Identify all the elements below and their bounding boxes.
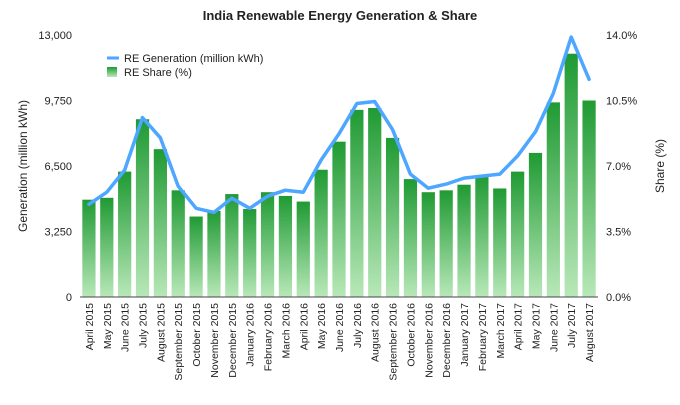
y-axis-label: Generation (million kWh) xyxy=(16,100,30,232)
x-tick-label: May 2016 xyxy=(316,303,328,349)
x-tick-label: December 2016 xyxy=(441,303,453,378)
x-tick-label: March 2017 xyxy=(495,303,507,359)
y2-tick-label: 14.0% xyxy=(606,30,637,42)
share-bar xyxy=(243,209,257,297)
x-tick-label: May 2017 xyxy=(531,303,543,349)
plot-area: 0 3,250 6,500 9,750 13,000 0.0% 3.5% 7.0% 10.5% 1… xyxy=(38,30,637,381)
legend-bar-swatch xyxy=(107,67,117,77)
share-bar xyxy=(439,190,453,297)
y-tick-label: 13,000 xyxy=(38,30,72,42)
share-bar xyxy=(385,137,400,297)
share-bar xyxy=(421,192,435,297)
x-tick-label: August 2015 xyxy=(155,303,167,362)
x-tick-label: April 2015 xyxy=(84,303,96,350)
y-tick-label: 6,500 xyxy=(44,161,72,173)
share-bar xyxy=(118,171,132,297)
x-tick-label: November 2015 xyxy=(209,303,221,378)
x-tick-label: January 2017 xyxy=(459,303,471,367)
x-tick-label: September 2016 xyxy=(388,303,400,381)
share-bar xyxy=(225,194,239,297)
y-tick-label: 9,750 xyxy=(44,96,72,108)
share-bar xyxy=(189,216,203,297)
share-bar xyxy=(546,102,560,297)
x-tick-label: July 2017 xyxy=(566,303,578,348)
x-tick-label: June 2017 xyxy=(548,303,560,352)
x-tick-label: August 2017 xyxy=(584,303,596,362)
x-tick-label: February 2017 xyxy=(477,303,489,371)
share-bar xyxy=(457,184,471,297)
share-bar xyxy=(260,192,275,297)
share-bar xyxy=(296,201,310,297)
share-bar xyxy=(82,199,96,297)
x-tick-label: July 2016 xyxy=(352,303,364,348)
share-bar xyxy=(582,100,596,297)
x-tick-label: October 2015 xyxy=(191,303,203,367)
y2-tick-label: 3.5% xyxy=(606,227,631,239)
share-bar xyxy=(475,175,489,297)
x-tick-label: November 2016 xyxy=(423,303,435,378)
y2-tick-label: 7.0% xyxy=(606,161,631,173)
x-tick-label: June 2015 xyxy=(120,303,132,352)
y-tick-label: 0 xyxy=(66,292,72,304)
legend: RE Generation (million kWh) RE Share (%) xyxy=(107,53,263,79)
x-tick-label: August 2016 xyxy=(370,303,382,362)
share-bar xyxy=(528,152,543,297)
x-tick-label: March 2016 xyxy=(280,303,292,359)
share-bar xyxy=(135,119,150,297)
generation-line xyxy=(87,35,591,215)
share-bar xyxy=(100,197,114,297)
x-tick-label: October 2016 xyxy=(405,303,417,367)
share-bar xyxy=(278,195,293,297)
x-tick-label: December 2015 xyxy=(227,303,239,378)
share-bar xyxy=(207,210,221,297)
share-bar xyxy=(314,169,328,297)
share-bar xyxy=(493,188,507,297)
y2-axis-label: Share (%) xyxy=(653,139,667,193)
x-tick-label: July 2015 xyxy=(138,303,150,348)
x-tick-label: June 2016 xyxy=(334,303,346,352)
share-bar xyxy=(350,109,364,297)
x-tick-label: April 2016 xyxy=(298,303,310,350)
share-bar xyxy=(153,149,167,297)
x-tick-label: May 2015 xyxy=(102,303,114,349)
x-tick-label: February 2016 xyxy=(263,303,275,371)
x-tick-label: April 2017 xyxy=(513,303,525,350)
y2-tick-label: 0.0% xyxy=(606,292,631,304)
x-tick-label: January 2016 xyxy=(245,303,257,367)
share-bar xyxy=(403,179,418,297)
legend-label-generation: RE Generation (million kWh) xyxy=(124,53,263,65)
share-bar xyxy=(511,171,525,297)
share-bar xyxy=(564,53,578,297)
y2-tick-label: 10.5% xyxy=(606,96,637,108)
y-tick-label: 3,250 xyxy=(44,227,72,239)
share-bar xyxy=(332,141,346,297)
share-bar xyxy=(171,190,185,297)
x-tick-label: September 2015 xyxy=(173,303,185,381)
legend-label-share: RE Share (%) xyxy=(124,67,192,79)
chart-title: India Renewable Energy Generation & Shar… xyxy=(203,8,478,23)
share-bar xyxy=(368,107,382,297)
